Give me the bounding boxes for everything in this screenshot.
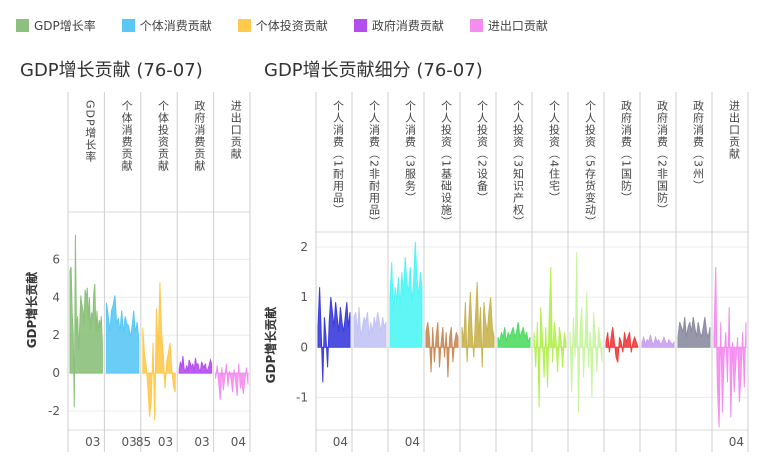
panel-header-label: 进出口贡献 bbox=[229, 100, 242, 160]
series-area-0-2 bbox=[142, 282, 176, 421]
y-tick-label: -2 bbox=[48, 404, 60, 418]
series-area-1-4 bbox=[461, 282, 495, 368]
x-tick-label: 04 bbox=[333, 435, 348, 449]
legend-swatch bbox=[469, 18, 483, 32]
panel-header-label: 个体消费贡献 bbox=[120, 100, 133, 172]
x-tick-label: 04 bbox=[729, 435, 744, 449]
series-area-1-11 bbox=[713, 267, 747, 428]
y-tick-label: 0 bbox=[52, 366, 60, 380]
x-tick-label: 03 bbox=[158, 435, 173, 449]
legend: GDP增长率 个体消费贡献 个体投资贡献 政府消费贡献 进出口贡献 bbox=[16, 14, 574, 36]
series-area-1-10 bbox=[677, 317, 711, 348]
panel-header-label: 个人投资（4住宅） bbox=[548, 100, 561, 204]
series-area-1-7 bbox=[569, 252, 603, 413]
legend-item[interactable]: 政府消费贡献 bbox=[353, 17, 444, 34]
legend-item[interactable]: 个体投资贡献 bbox=[237, 17, 328, 34]
legend-label: GDP增长率 bbox=[34, 18, 96, 33]
series-area-0-4 bbox=[215, 363, 249, 400]
series-area-0-0 bbox=[69, 234, 103, 408]
x-tick-label: 03 bbox=[194, 435, 209, 449]
series-area-1-6 bbox=[533, 267, 567, 408]
y-axis-label: GDP增长贡献 bbox=[24, 272, 39, 349]
panel-header-label: 进出口贡献 bbox=[728, 100, 741, 160]
y-tick-label: 1 bbox=[300, 290, 308, 304]
panel-header-label: GDP增长率 bbox=[84, 100, 97, 163]
x-tick-label: 85 bbox=[136, 435, 151, 449]
legend-swatch bbox=[353, 18, 367, 32]
legend-label: 个体消费贡献 bbox=[139, 18, 212, 33]
legend-swatch bbox=[121, 18, 135, 32]
legend-item[interactable]: 个体消费贡献 bbox=[121, 17, 212, 34]
y-tick-label: 0 bbox=[300, 340, 308, 354]
y-tick-label: 6 bbox=[52, 252, 60, 266]
y-tick-label: 4 bbox=[52, 290, 60, 304]
y-tick-label: 2 bbox=[52, 328, 60, 342]
panel-header-label: 个体投资贡献 bbox=[157, 100, 170, 172]
x-tick-label: 04 bbox=[405, 435, 420, 449]
panel-header-label: 政府消费贡献 bbox=[193, 99, 206, 172]
y-tick-label: 2 bbox=[300, 240, 308, 254]
x-tick-label: 03 bbox=[122, 435, 137, 449]
x-tick-label: 03 bbox=[85, 435, 100, 449]
legend-label: 个体投资贡献 bbox=[255, 18, 328, 33]
series-area-1-3 bbox=[425, 322, 459, 378]
series-area-1-1 bbox=[353, 307, 387, 348]
series-area-1-8 bbox=[605, 327, 639, 363]
series-area-1-9 bbox=[641, 334, 675, 348]
panel-header-label: 政府消费（1国防） bbox=[620, 99, 633, 204]
legend-label: 政府消费贡献 bbox=[371, 18, 444, 33]
chart-title-gdp-contribution-breakdown: GDP增长贡献细分 (76-07) bbox=[264, 60, 483, 81]
panel-header-label: 个人投资（5存货变动） bbox=[584, 100, 597, 228]
legend-swatch bbox=[16, 18, 29, 32]
panel-header-label: 政府消费（3州） bbox=[692, 99, 705, 192]
chart-title-gdp-contribution: GDP增长贡献 (76-07) bbox=[20, 60, 203, 81]
legend-item[interactable]: 进出口贡献 bbox=[469, 17, 548, 34]
legend-item[interactable]: GDP增长率 bbox=[16, 17, 96, 34]
panel-header-label: 个人消费（1耐用品） bbox=[332, 100, 345, 216]
legend-label: 进出口贡献 bbox=[487, 18, 548, 33]
panel-header-label: 个人投资（2设备） bbox=[476, 100, 489, 204]
series-area-0-1 bbox=[105, 295, 140, 374]
y-tick-label: -1 bbox=[296, 390, 308, 404]
series-area-1-0 bbox=[317, 287, 351, 383]
series-area-0-3 bbox=[178, 356, 213, 374]
series-area-1-5 bbox=[497, 322, 531, 348]
series-area-1-2 bbox=[389, 241, 423, 348]
panel-header-label: 个人消费（3服务） bbox=[404, 100, 417, 204]
panel-header-label: 个人消费（2非耐用品） bbox=[368, 100, 381, 228]
x-tick-label: 04 bbox=[231, 435, 246, 449]
panel-header-label: 政府消费（2非国防） bbox=[656, 99, 669, 216]
y-axis-label: GDP增长贡献 bbox=[263, 307, 278, 384]
panel-header-label: 个人投资（3知识产权） bbox=[512, 100, 525, 228]
panel-header-label: 个人投资（1基础设施） bbox=[440, 100, 453, 228]
legend-swatch bbox=[237, 18, 251, 32]
